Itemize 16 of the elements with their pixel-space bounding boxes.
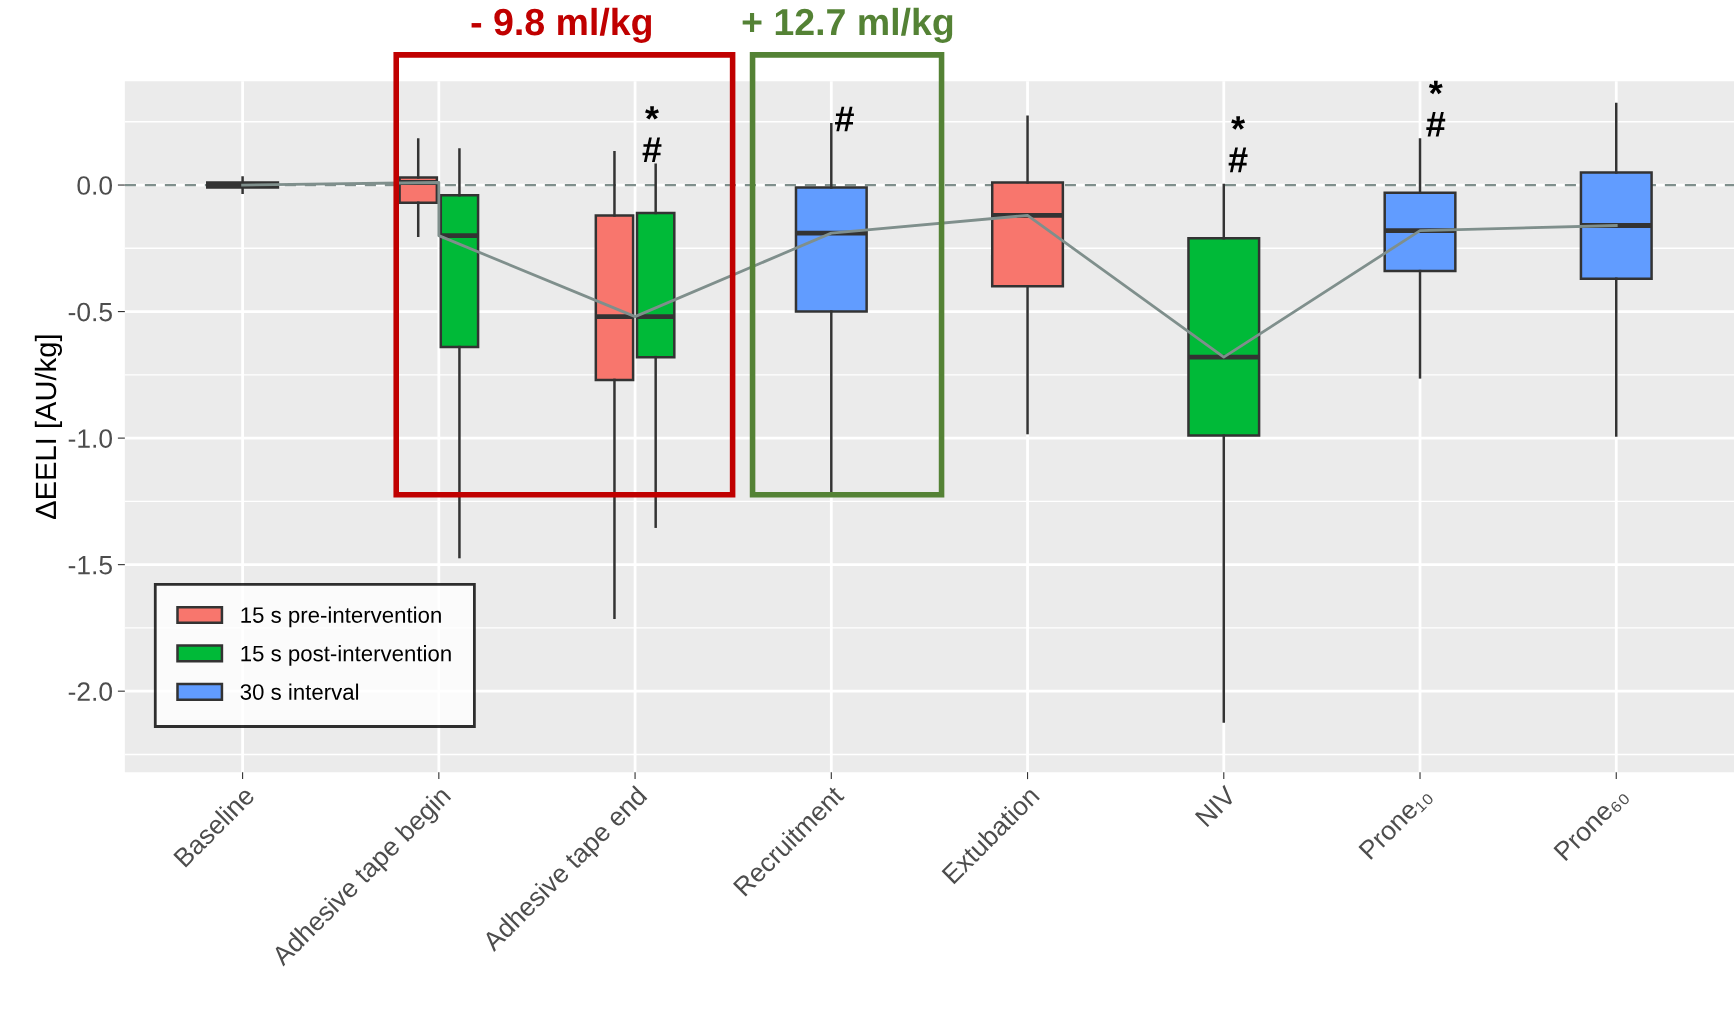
y-tick-label: -0.5 [68,302,112,322]
x-tick-label: NIV [1194,784,1238,828]
annotation: # [835,106,854,132]
annotation: * # [1426,80,1446,137]
annotation: * # [642,106,662,163]
text: - 9.8 ml/kg [471,7,652,43]
legend-label: 15 s post-intervention [241,645,451,666]
y-tick-label: -2.0 [68,682,113,701]
y-tick-label: -1.0 [68,429,113,448]
y-axis-title: ΔEELI [AU/kg] [34,335,63,520]
annotation: * # [1228,116,1248,173]
y-tick-label: 0.0 [77,176,113,195]
y-tick-label: -1.5 [68,556,112,575]
text: + 12.7 ml/kg [742,7,953,43]
legend-label: 15 s pre-intervention [241,606,441,628]
legend-label: 30 s interval [240,683,359,700]
